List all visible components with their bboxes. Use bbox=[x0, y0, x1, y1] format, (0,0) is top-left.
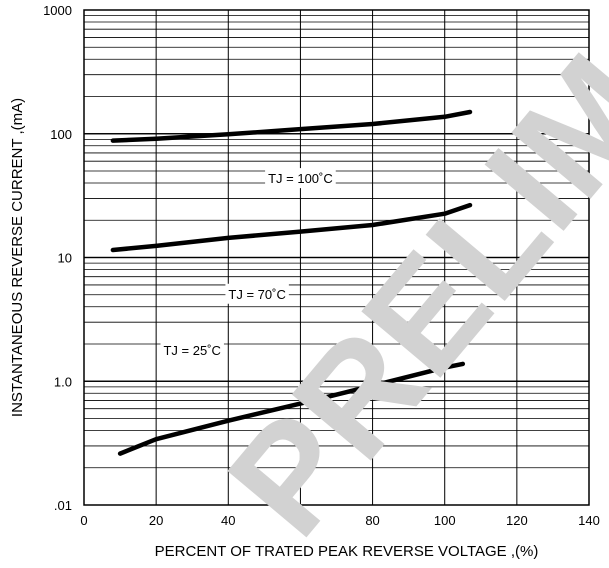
x-tick-label: 100 bbox=[434, 513, 456, 528]
plot-frame bbox=[83, 9, 590, 506]
y-tick-label: 1000 bbox=[43, 3, 72, 18]
x-tick-label: 60 bbox=[293, 513, 307, 528]
curve-label: TJ = 70˚C bbox=[228, 287, 285, 302]
curve-labels: TJ = 100˚C TJ = 70˚C TJ = 25˚C bbox=[160, 168, 336, 361]
y-tick-label: 1.0 bbox=[54, 374, 72, 389]
curve-label-background bbox=[160, 340, 224, 361]
x-tick-label: 80 bbox=[365, 513, 379, 528]
x-tick-label: 120 bbox=[506, 513, 528, 528]
series-line bbox=[110, 109, 473, 143]
y-tick-label: 100 bbox=[50, 127, 72, 142]
y-tick-label: .01 bbox=[54, 498, 72, 513]
series-line bbox=[110, 202, 473, 253]
y-axis-label: INSTANTANEOUS REVERSE CURRENT ,(mA) bbox=[9, 98, 26, 417]
x-tick-label: 40 bbox=[221, 513, 235, 528]
series bbox=[110, 109, 473, 456]
curve-label-background bbox=[265, 168, 336, 189]
y-tick-label: 10 bbox=[58, 251, 72, 266]
x-axis-ticks: 0 20 40 60 80 100 120 140 bbox=[80, 513, 599, 528]
x-tick-label: 0 bbox=[80, 513, 87, 528]
curve-label: TJ = 25˚C bbox=[163, 343, 220, 358]
curve-label: TJ = 100˚C bbox=[268, 171, 333, 186]
x-tick-label: 20 bbox=[149, 513, 163, 528]
x-axis-label: PERCENT OF TRATED PEAK REVERSE VOLTAGE ,… bbox=[155, 543, 539, 560]
curve-label-background bbox=[225, 283, 289, 304]
series-line bbox=[117, 361, 466, 456]
x-tick-label: 140 bbox=[578, 513, 600, 528]
y-axis-ticks: .01 1.0 10 100 1000 bbox=[43, 3, 72, 513]
